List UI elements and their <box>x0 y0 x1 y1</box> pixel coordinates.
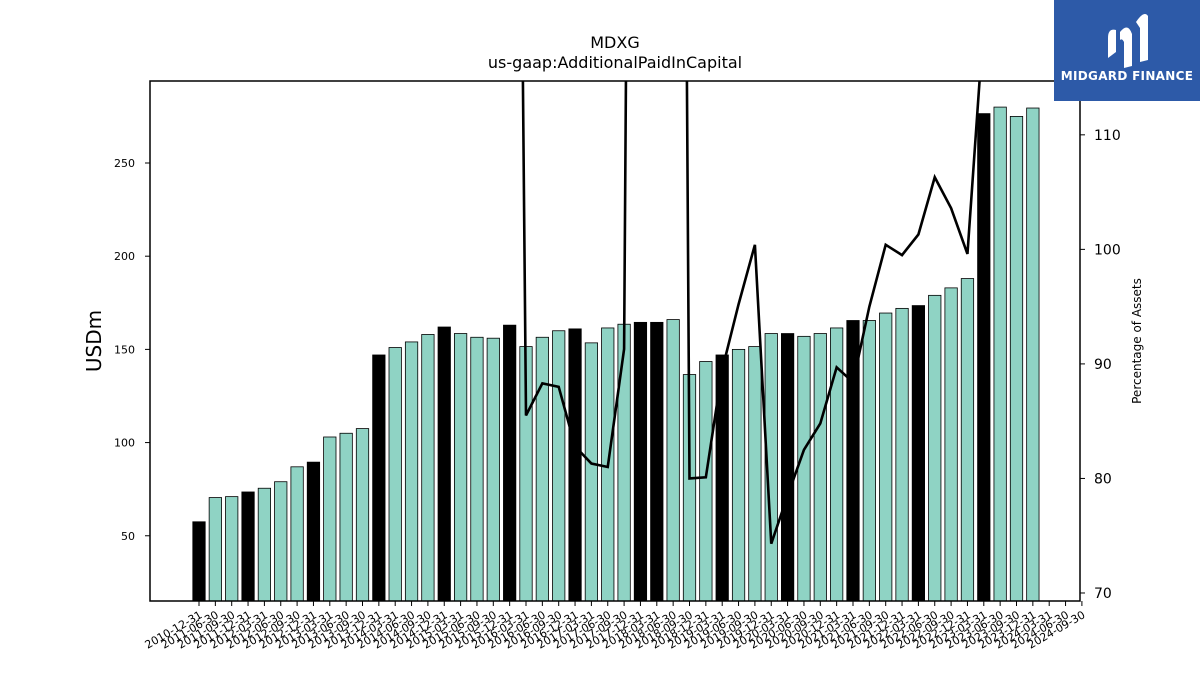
bar <box>993 106 1007 602</box>
bar <box>748 346 762 602</box>
bar <box>306 461 321 602</box>
bar <box>731 348 746 602</box>
bar <box>666 319 680 602</box>
bar <box>404 341 419 602</box>
bar <box>699 361 713 602</box>
bar <box>1009 116 1024 602</box>
bar <box>568 328 582 602</box>
bar <box>274 481 288 602</box>
bar <box>225 496 239 602</box>
bar <box>781 333 795 602</box>
bar <box>633 321 648 602</box>
y2-tick-label: 90 <box>1094 357 1112 373</box>
bar <box>977 113 991 602</box>
bar <box>241 491 255 602</box>
bar <box>895 307 909 602</box>
bar <box>486 337 500 602</box>
bar <box>257 487 272 602</box>
bar <box>339 432 353 602</box>
y-tick-label: 100 <box>114 437 135 450</box>
pct-of-assets-line <box>521 81 981 545</box>
y-tick-label: 200 <box>114 250 135 263</box>
y-axis-label: USDm <box>82 310 106 372</box>
bar <box>928 294 942 602</box>
chart-subtitle: us-gaap:AdditionalPaidInCapital <box>488 53 742 72</box>
bar <box>372 354 386 602</box>
bar <box>208 497 222 602</box>
y-axis-left: 50 100 150 200 250 <box>114 157 150 543</box>
bar <box>813 333 827 602</box>
bar <box>797 335 811 602</box>
bar <box>355 428 370 602</box>
bar <box>617 323 631 602</box>
y2-tick-label: 70 <box>1094 586 1112 602</box>
bars-group <box>192 106 1040 602</box>
bar <box>437 326 451 602</box>
midgard-logo: MIDGARD FINANCE <box>1054 0 1200 101</box>
y-tick-label: 150 <box>114 343 135 356</box>
bar <box>470 336 484 602</box>
bar <box>421 334 435 602</box>
bar <box>323 436 337 602</box>
bar <box>650 321 664 602</box>
bar <box>535 336 549 602</box>
y-axis-right: 70 80 90 100 110 <box>1080 128 1121 602</box>
bar <box>944 287 958 602</box>
bar <box>453 333 468 602</box>
plot-frame <box>149 80 1081 602</box>
y2-tick-label: 110 <box>1094 128 1121 144</box>
x-axis: 2010-12-312011-06-302011-09-302011-12-31… <box>143 601 1087 652</box>
bar <box>960 278 975 602</box>
midgard-mark-icon <box>1108 14 1148 69</box>
bar <box>1026 107 1040 602</box>
bar <box>388 347 402 602</box>
bar <box>503 324 517 602</box>
bar <box>862 320 876 602</box>
bar <box>911 305 926 602</box>
bar <box>192 521 206 602</box>
y-tick-label: 50 <box>121 530 135 543</box>
y2-tick-label: 100 <box>1094 242 1121 258</box>
bar <box>879 312 893 602</box>
y2-axis-label: Percentage of Assets <box>1130 278 1144 404</box>
bar <box>584 342 599 602</box>
logo-text: MIDGARD FINANCE <box>1060 69 1194 83</box>
y-tick-label: 250 <box>114 157 135 170</box>
pct-line-group <box>521 81 981 545</box>
y2-tick-label: 80 <box>1094 471 1112 487</box>
bar <box>290 466 304 602</box>
chart-title: MDXG <box>590 33 639 52</box>
bar <box>552 330 566 602</box>
